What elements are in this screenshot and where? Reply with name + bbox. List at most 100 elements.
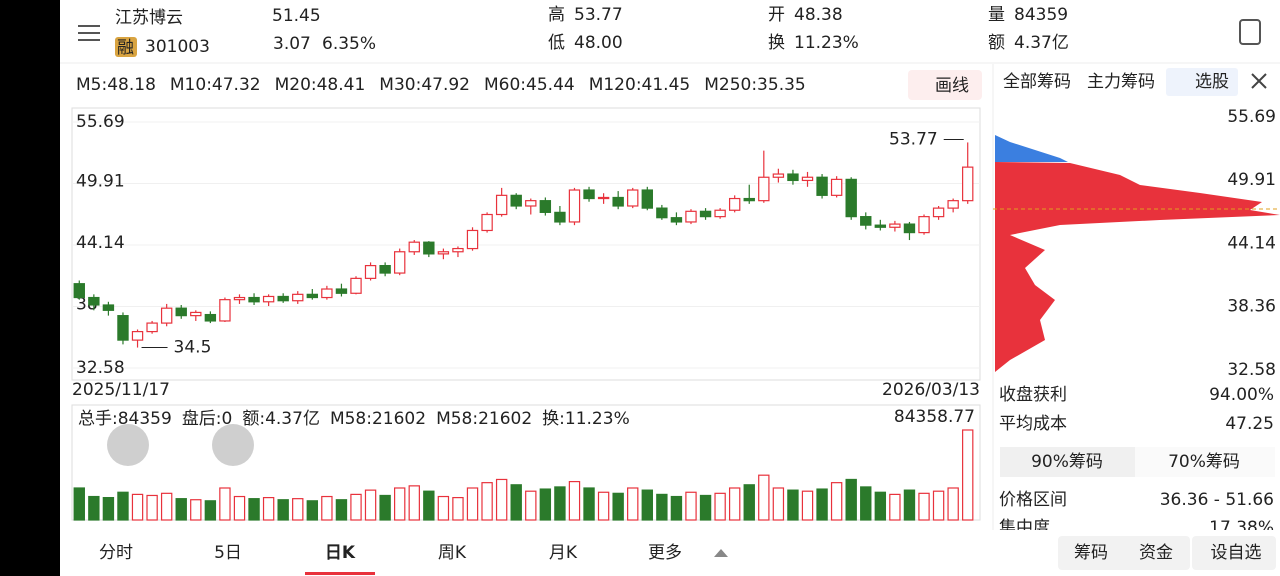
draw-button[interactable] [908, 70, 982, 100]
candle-body [568, 189, 581, 223]
volume-bar [787, 489, 799, 521]
candle-body [233, 296, 246, 301]
volume-bar [525, 490, 537, 521]
candle-body [88, 296, 100, 306]
volume-bar [306, 500, 319, 521]
candle-body [830, 178, 843, 196]
volume-bar [102, 496, 115, 521]
volume-bar [88, 495, 100, 521]
stat-label: 额 [988, 33, 1005, 53]
volume-bar [962, 429, 974, 521]
stat-label: 量 [988, 5, 1005, 25]
volume-bar [423, 490, 435, 521]
chip-loss-shape [995, 162, 1280, 372]
bottom-button[interactable]: 筹码 [1074, 543, 1108, 563]
chip-tab[interactable]: 全部筹码 [1003, 72, 1071, 92]
device-icon[interactable] [1239, 19, 1261, 45]
candle-body [321, 288, 333, 299]
volume-bar [292, 498, 304, 521]
candle-body [918, 216, 930, 234]
bottom-tab[interactable]: 5日 [214, 543, 242, 563]
volume-bar [932, 490, 945, 521]
candle-body [816, 176, 828, 196]
more-arrow[interactable] [714, 549, 728, 557]
ma-legend: M120:41.45 [589, 75, 691, 95]
bottom-tab[interactable]: 周K [438, 543, 467, 563]
volume-bar [568, 480, 581, 521]
draw-button-label[interactable]: 画线 [935, 76, 969, 96]
chip-range-tab[interactable]: 90%筹码 [1031, 452, 1103, 472]
volume-bar [117, 491, 129, 521]
volume-bar [175, 498, 187, 521]
candle-body [466, 229, 479, 250]
candle-body [292, 293, 304, 302]
candle-body [728, 197, 741, 211]
candle-body [219, 299, 231, 322]
chip-tab[interactable] [1135, 447, 1275, 477]
profit-label: 收盘获利 [999, 385, 1067, 405]
ma-legend: M10:47.32 [170, 75, 261, 95]
range-value: 36.36 - 51.66 [1160, 490, 1274, 510]
volume-bar [219, 487, 231, 521]
volume-header: 额:4.37亿 [242, 409, 320, 429]
bottom-tab[interactable]: 分时 [99, 543, 133, 563]
stat-label: 高 [548, 5, 565, 25]
button-bg [1192, 536, 1276, 570]
candle-body [350, 277, 362, 294]
candle-body [379, 264, 391, 274]
volume-bar [816, 488, 828, 521]
candle-body [481, 213, 493, 232]
candle-body [612, 196, 624, 207]
chip-profit-shape [995, 135, 1068, 162]
tab-underline [305, 572, 375, 575]
volume-bar [554, 486, 566, 521]
bottom-tab[interactable]: 日K [325, 543, 356, 563]
chip-tab[interactable]: 主力筹码 [1087, 72, 1155, 92]
candle-body [554, 211, 566, 223]
candle-body [699, 210, 712, 218]
volume-bar [146, 494, 158, 521]
ma-legend: M30:47.92 [379, 75, 470, 95]
chip-tab[interactable]: 选股 [1195, 72, 1229, 92]
volume-bar [612, 492, 624, 521]
ma-legend: M250:35.35 [704, 75, 806, 95]
volume-bar [758, 474, 770, 521]
volume-bar [874, 491, 887, 521]
volume-bar [685, 491, 697, 521]
volume-bar [539, 488, 552, 521]
next-button[interactable] [212, 424, 254, 466]
bottom-tab[interactable]: 更多 [648, 543, 682, 563]
candle-body [903, 223, 916, 234]
y-tick-label: 44.14 [76, 233, 125, 253]
stat-value: 4.37亿 [1014, 33, 1069, 53]
bottom-tab[interactable]: 月K [549, 543, 578, 563]
volume-bar [452, 496, 464, 521]
volume-bar [641, 489, 653, 521]
ma-legend: M5:48.18 [76, 75, 156, 95]
candle-body [932, 207, 945, 218]
volume-bar [248, 498, 260, 521]
candle-body [874, 224, 887, 228]
volume-max-label: 84358.77 [894, 407, 975, 427]
chip-y-label: 32.58 [1227, 360, 1276, 380]
candle-body [452, 247, 464, 253]
candle-body [889, 223, 901, 228]
volume-header: 换:11.23% [542, 409, 630, 429]
close-icon[interactable] [1251, 73, 1267, 89]
back-icon[interactable] [78, 25, 100, 41]
button-group [1058, 536, 1190, 570]
bottom-button[interactable]: 设自选 [1211, 543, 1262, 563]
chip-range-tab[interactable]: 70%筹码 [1168, 452, 1240, 472]
volume-bar [160, 492, 173, 521]
ma-legend: M60:45.44 [484, 75, 575, 95]
chip-tab-active[interactable] [1000, 447, 1135, 477]
bottom-button[interactable]: 资金 [1139, 543, 1173, 563]
candle-body [510, 194, 522, 207]
volume-header: M58:21602 [436, 409, 532, 429]
badge-bg [115, 37, 137, 57]
volume-bar [627, 487, 639, 521]
prev-button[interactable] [107, 424, 149, 466]
candle-body [73, 283, 85, 299]
candle-body [539, 200, 552, 213]
candle-body [277, 295, 289, 302]
